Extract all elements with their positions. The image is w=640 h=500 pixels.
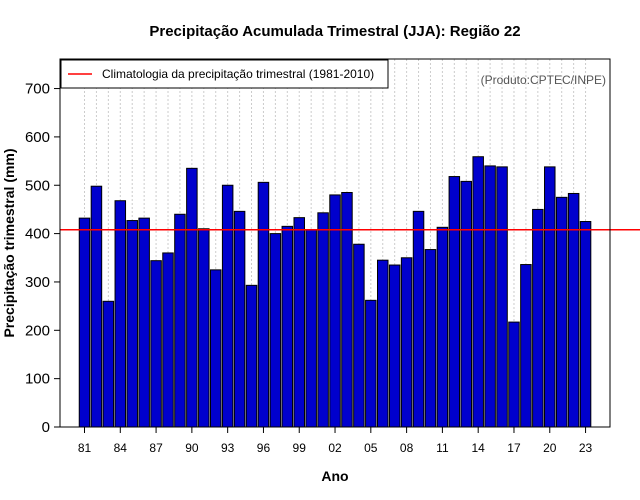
bar-2015 xyxy=(484,165,496,428)
y-tick-label: 100 xyxy=(25,371,50,388)
y-axis-label: Precipitação trimestral (mm) xyxy=(1,148,17,337)
bar-1994 xyxy=(233,210,246,428)
bar-1999 xyxy=(293,217,305,428)
x-tick-label: 08 xyxy=(400,441,414,455)
x-tick-label: 17 xyxy=(507,441,521,455)
x-tick-label: 02 xyxy=(328,441,342,455)
y-tick-label: 0 xyxy=(42,419,50,436)
bar-2006 xyxy=(377,259,389,428)
bar-2000 xyxy=(305,229,317,428)
chart-title: Precipitação Acumulada Trimestral (JJA):… xyxy=(149,23,520,40)
bar-2018 xyxy=(520,264,532,428)
bar-1987 xyxy=(150,260,162,428)
bar-2019 xyxy=(532,208,544,428)
bar-2007 xyxy=(388,264,401,428)
bar-2011 xyxy=(436,226,449,428)
y-tick-label: 300 xyxy=(25,274,50,291)
bar-1993 xyxy=(221,184,234,428)
bar-2004 xyxy=(353,243,365,428)
bar-1989 xyxy=(174,213,186,428)
bar-1982 xyxy=(90,185,103,428)
bar-1995 xyxy=(245,284,258,428)
bar-2009 xyxy=(412,210,425,428)
x-tick-label: 93 xyxy=(221,441,235,455)
x-tick-label: 99 xyxy=(293,441,307,455)
x-tick-label: 96 xyxy=(257,441,271,455)
bar-2016 xyxy=(496,166,508,428)
bar-1990 xyxy=(186,167,198,428)
x-tick-label: 23 xyxy=(579,441,593,455)
bar-2023 xyxy=(579,221,592,428)
x-axis-label: Ano xyxy=(321,468,348,484)
bar-1992 xyxy=(209,269,222,428)
bar-2008 xyxy=(400,257,413,428)
bar-2003 xyxy=(341,192,353,428)
bar-1998 xyxy=(281,225,294,428)
bar-1984 xyxy=(114,200,127,428)
bar-2017 xyxy=(508,321,520,428)
bars xyxy=(78,156,592,428)
bar-1981 xyxy=(78,217,91,428)
x-tick-label: 05 xyxy=(364,441,378,455)
x-axis: 81 84 87 90 93 96 99 02 05 08 11 14 17 20 23 xyxy=(78,427,593,455)
bar-1988 xyxy=(162,252,174,428)
credit-text: (Produto:CPTEC/INPE) xyxy=(481,73,606,87)
y-tick-label: 500 xyxy=(25,177,50,194)
y-tick-label: 600 xyxy=(25,129,50,146)
x-tick-label: 84 xyxy=(114,441,128,455)
legend-label: Climatologia da precipitação trimestral … xyxy=(102,67,374,81)
bar-1986 xyxy=(138,217,150,428)
x-tick-label: 81 xyxy=(78,441,92,455)
bar-1983 xyxy=(102,300,115,428)
y-tick-label: 700 xyxy=(25,81,50,98)
bar-2005 xyxy=(365,299,377,428)
bar-2010 xyxy=(424,249,437,428)
bar-2012 xyxy=(448,176,461,428)
y-tick-label: 400 xyxy=(25,226,50,243)
bar-1991 xyxy=(198,228,210,428)
y-tick-label: 200 xyxy=(25,322,50,339)
bar-2022 xyxy=(567,192,580,428)
bar-2014 xyxy=(472,156,484,428)
bar-2001 xyxy=(317,212,329,428)
legend: Climatologia da precipitação trimestral … xyxy=(60,59,389,89)
x-tick-label: 20 xyxy=(543,441,557,455)
x-tick-label: 87 xyxy=(149,441,163,455)
x-tick-label: 90 xyxy=(185,441,199,455)
x-tick-label: 14 xyxy=(472,441,486,455)
legend-box xyxy=(60,59,389,89)
x-tick-label: 11 xyxy=(436,441,449,455)
bar-2020 xyxy=(544,166,556,428)
bar-1985 xyxy=(126,220,138,428)
bar-1997 xyxy=(269,233,282,428)
bar-1996 xyxy=(257,181,270,428)
bar-2021 xyxy=(555,196,568,428)
bar-2013 xyxy=(460,180,473,428)
y-axis: 0 100 200 300 400 500 600 700 xyxy=(25,81,60,436)
